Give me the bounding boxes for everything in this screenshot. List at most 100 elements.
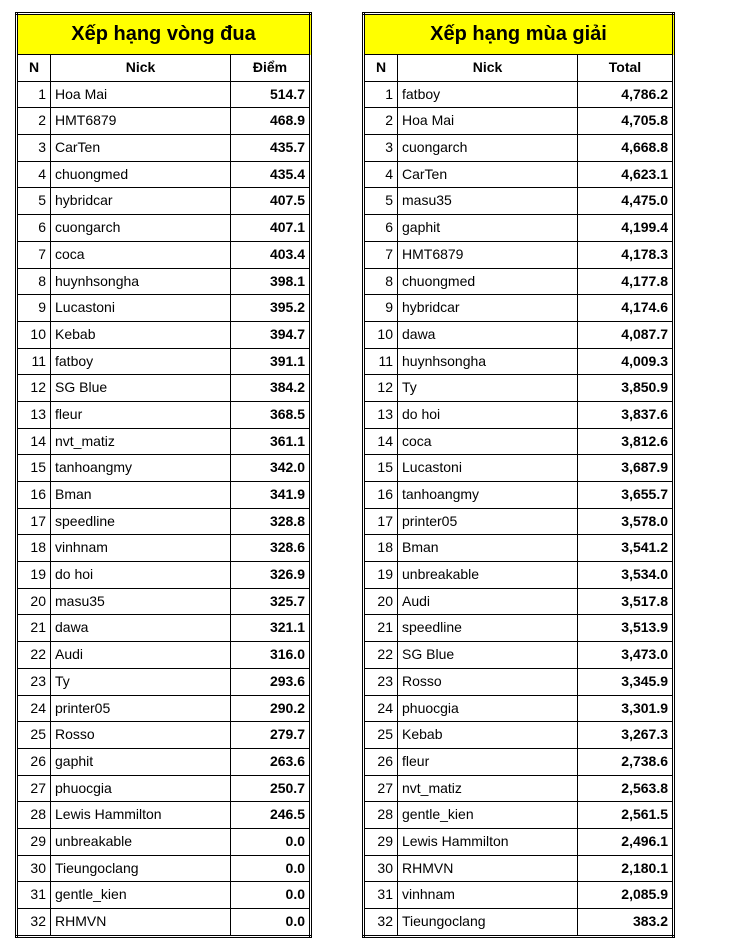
- nick-cell: cuongarch: [398, 135, 578, 162]
- table-row: 26fleur2,738.6: [364, 748, 674, 775]
- points-cell: 0.0: [231, 828, 311, 855]
- rank-cell: 17: [364, 508, 398, 535]
- table-row: 8chuongmed4,177.8: [364, 268, 674, 295]
- table-row: 11huynhsongha4,009.3: [364, 348, 674, 375]
- table-row: 22Audi316.0: [17, 642, 311, 669]
- table-title: Xếp hạng vòng đua: [17, 14, 311, 55]
- rank-cell: 19: [17, 562, 51, 589]
- nick-cell: fleur: [51, 401, 231, 428]
- points-cell: 3,267.3: [578, 722, 674, 749]
- nick-cell: CarTen: [398, 161, 578, 188]
- rank-cell: 28: [364, 802, 398, 829]
- points-cell: 4,199.4: [578, 215, 674, 242]
- nick-cell: speedline: [398, 615, 578, 642]
- points-cell: 403.4: [231, 241, 311, 268]
- nick-cell: cuongarch: [51, 215, 231, 242]
- rank-cell: 8: [364, 268, 398, 295]
- points-cell: 2,180.1: [578, 855, 674, 882]
- rank-cell: 18: [17, 535, 51, 562]
- nick-cell: speedline: [51, 508, 231, 535]
- points-cell: 325.7: [231, 588, 311, 615]
- rank-cell: 27: [364, 775, 398, 802]
- rank-cell: 1: [17, 81, 51, 108]
- nick-cell: CarTen: [51, 135, 231, 162]
- nick-cell: nvt_matiz: [51, 428, 231, 455]
- points-cell: 2,563.8: [578, 775, 674, 802]
- points-cell: 514.7: [231, 81, 311, 108]
- rank-cell: 6: [364, 215, 398, 242]
- table-row: 26gaphit263.6: [17, 748, 311, 775]
- nick-cell: Hoa Mai: [398, 108, 578, 135]
- nick-cell: Bman: [51, 482, 231, 509]
- nick-cell: tanhoangmy: [398, 482, 578, 509]
- rank-cell: 6: [17, 215, 51, 242]
- nick-cell: fatboy: [51, 348, 231, 375]
- col-header-pts: Total: [578, 55, 674, 82]
- rank-cell: 13: [17, 401, 51, 428]
- table-row: 16tanhoangmy3,655.7: [364, 482, 674, 509]
- points-cell: 293.6: [231, 668, 311, 695]
- table-row: 21dawa321.1: [17, 615, 311, 642]
- points-cell: 368.5: [231, 401, 311, 428]
- nick-cell: printer05: [51, 695, 231, 722]
- rank-cell: 32: [364, 909, 398, 937]
- rank-cell: 18: [364, 535, 398, 562]
- rank-cell: 21: [17, 615, 51, 642]
- points-cell: 3,517.8: [578, 588, 674, 615]
- rank-cell: 24: [364, 695, 398, 722]
- points-cell: 250.7: [231, 775, 311, 802]
- table-row: 17speedline328.8: [17, 508, 311, 535]
- rank-cell: 26: [17, 748, 51, 775]
- points-cell: 395.2: [231, 295, 311, 322]
- rank-cell: 9: [17, 295, 51, 322]
- nick-cell: Audi: [51, 642, 231, 669]
- table-header-row: N Nick Total: [364, 55, 674, 82]
- rank-cell: 25: [364, 722, 398, 749]
- nick-cell: hybridcar: [51, 188, 231, 215]
- nick-cell: Lucastoni: [398, 455, 578, 482]
- points-cell: 3,345.9: [578, 668, 674, 695]
- points-cell: 4,705.8: [578, 108, 674, 135]
- nick-cell: RHMVN: [51, 909, 231, 937]
- table-row: 23Rosso3,345.9: [364, 668, 674, 695]
- points-cell: 3,687.9: [578, 455, 674, 482]
- rank-cell: 29: [364, 828, 398, 855]
- rank-cell: 10: [17, 321, 51, 348]
- points-cell: 290.2: [231, 695, 311, 722]
- table-row: 18Bman3,541.2: [364, 535, 674, 562]
- nick-cell: gentle_kien: [51, 882, 231, 909]
- nick-cell: do hoi: [398, 401, 578, 428]
- points-cell: 3,812.6: [578, 428, 674, 455]
- points-cell: 435.4: [231, 161, 311, 188]
- table-row: 4CarTen4,623.1: [364, 161, 674, 188]
- rank-cell: 31: [364, 882, 398, 909]
- nick-cell: Tieungoclang: [51, 855, 231, 882]
- rank-cell: 20: [17, 588, 51, 615]
- nick-cell: HMT6879: [51, 108, 231, 135]
- rank-cell: 4: [17, 161, 51, 188]
- table-row: 3CarTen435.7: [17, 135, 311, 162]
- nick-cell: masu35: [51, 588, 231, 615]
- table-row: 32Tieungoclang383.2: [364, 909, 674, 937]
- rank-cell: 16: [364, 482, 398, 509]
- rank-cell: 15: [17, 455, 51, 482]
- points-cell: 4,174.6: [578, 295, 674, 322]
- nick-cell: coca: [398, 428, 578, 455]
- rank-cell: 8: [17, 268, 51, 295]
- points-cell: 3,301.9: [578, 695, 674, 722]
- points-cell: 279.7: [231, 722, 311, 749]
- points-cell: 342.0: [231, 455, 311, 482]
- points-cell: 2,561.5: [578, 802, 674, 829]
- points-cell: 3,850.9: [578, 375, 674, 402]
- rank-cell: 12: [17, 375, 51, 402]
- rank-cell: 13: [364, 401, 398, 428]
- table-row: 1fatboy4,786.2: [364, 81, 674, 108]
- rank-cell: 32: [17, 909, 51, 937]
- table-row: 12Ty3,850.9: [364, 375, 674, 402]
- table-row: 2HMT6879468.9: [17, 108, 311, 135]
- rank-cell: 17: [17, 508, 51, 535]
- nick-cell: nvt_matiz: [398, 775, 578, 802]
- table-row: 5masu354,475.0: [364, 188, 674, 215]
- points-cell: 4,178.3: [578, 241, 674, 268]
- rank-cell: 7: [364, 241, 398, 268]
